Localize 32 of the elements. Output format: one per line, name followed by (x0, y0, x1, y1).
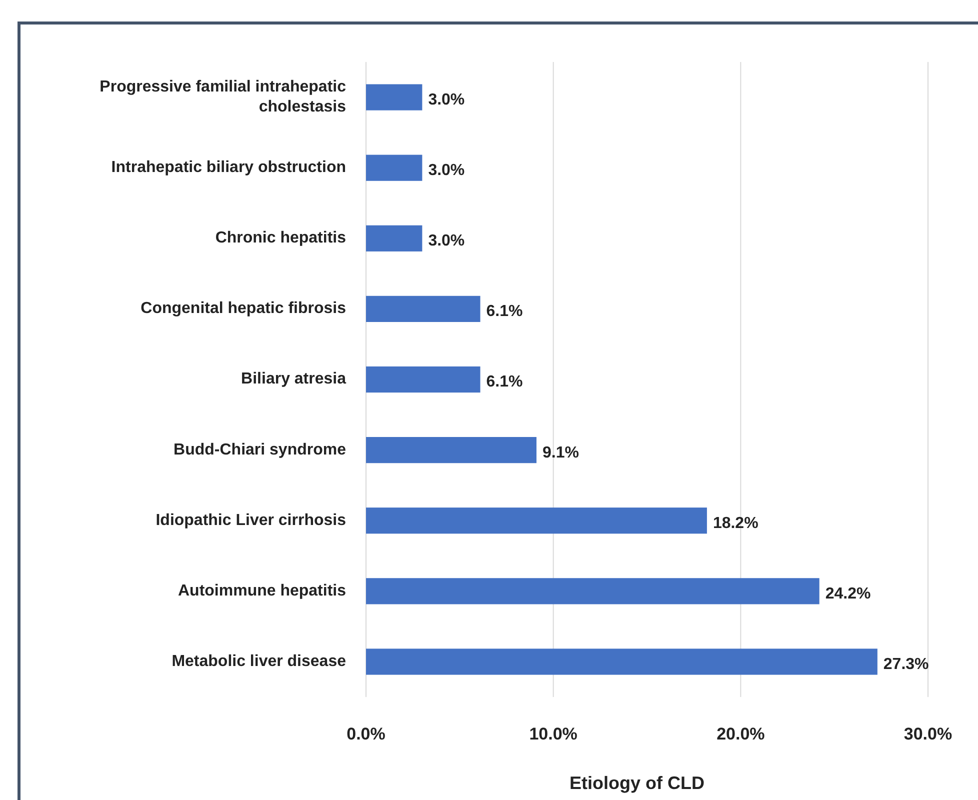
bar (366, 508, 707, 534)
y-tick-label: Biliary atresia (241, 370, 346, 388)
bar (366, 84, 422, 110)
x-tick-label: 0.0% (346, 724, 386, 744)
y-tick-label: Intrahepatic biliary obstruction (111, 159, 346, 176)
data-label: 9.1% (542, 444, 579, 462)
y-tick-label: Congenital hepatic fibrosis (140, 300, 346, 318)
data-label: 6.1% (486, 374, 523, 391)
data-label: 18.2% (712, 514, 758, 532)
x-tick-label: 20.0% (716, 724, 765, 744)
data-label: 3.0% (428, 91, 465, 109)
data-label: 27.3% (883, 656, 929, 673)
y-tick-label: Autoimmune hepatitis (178, 582, 346, 600)
y-tick-label: Idiopathic Liver cirrhosis (156, 512, 346, 529)
bar (366, 437, 536, 464)
bar (366, 154, 422, 181)
x-axis-title: Etiology of CLD (570, 772, 704, 793)
data-label: 24.2% (825, 585, 871, 602)
x-tick-label: 30.0% (904, 724, 952, 744)
bar (366, 648, 878, 675)
bar (366, 296, 480, 322)
bar (366, 578, 820, 604)
y-tick-label: Budd-Chiari syndrome (174, 441, 346, 458)
y-tick-label: Metabolic liver disease (172, 652, 346, 670)
data-label: 6.1% (486, 303, 523, 320)
y-tick-label: Chronic hepatitis (215, 230, 346, 247)
data-label: 3.0% (428, 162, 465, 180)
y-tick-label: Progressive familial intrahepatic cholestasis (100, 78, 346, 116)
bar (366, 225, 422, 252)
x-tick-label: 10.0% (529, 724, 578, 744)
bar (366, 366, 480, 393)
data-label: 3.0% (428, 232, 465, 250)
